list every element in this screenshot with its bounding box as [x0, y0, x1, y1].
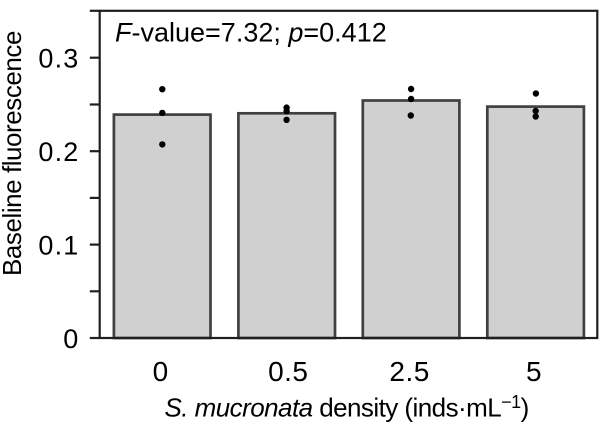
svg-text:0: 0 [63, 324, 79, 354]
svg-text:0.2: 0.2 [38, 137, 79, 167]
svg-text:0.1: 0.1 [38, 230, 79, 260]
svg-text:0: 0 [153, 356, 169, 387]
svg-text:0.5: 0.5 [268, 356, 308, 387]
svg-text:S. mucronata density (inds·mL−: S. mucronata density (inds·mL−1) [165, 392, 529, 423]
svg-text:5: 5 [526, 356, 542, 387]
svg-text:2.5: 2.5 [389, 356, 429, 387]
svg-text:0.3: 0.3 [38, 44, 79, 74]
svg-text:Baseline fluorescence: Baseline fluorescence [0, 31, 27, 276]
svg-text:F-value=7.32; p=0.412: F-value=7.32; p=0.412 [115, 17, 387, 47]
